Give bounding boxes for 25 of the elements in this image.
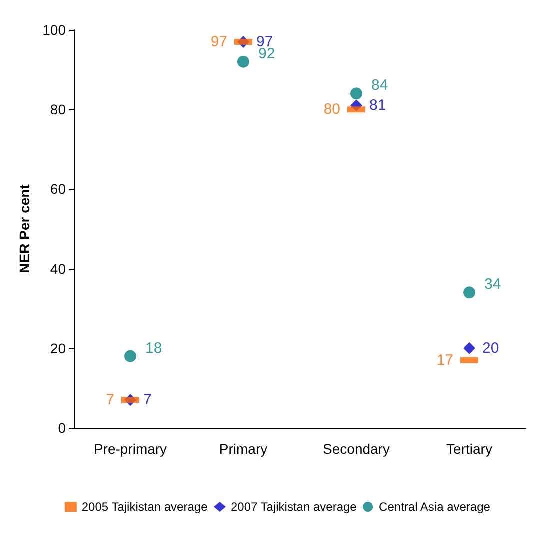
data-label: 20 [482,340,500,357]
x-tick-label: Tertiary [446,441,492,457]
data-label: 7 [106,392,114,409]
data-label: 18 [146,340,162,357]
legend-label: 2007 Tajikistan average [230,500,358,514]
data-label: 7 [144,392,152,409]
legend-label: Central Asia average [379,500,491,514]
data-label: 17 [436,352,454,369]
y-axis-title: NER Per cent [16,184,33,274]
data-label: 84 [372,77,388,94]
x-tick-label: Secondary [323,441,390,457]
y-tick-label: 80 [50,102,66,118]
data-label: 92 [258,45,276,62]
y-tick-label: 0 [58,420,66,436]
y-tick-label: 60 [50,181,66,198]
y-tick-label: 40 [50,260,66,277]
data-label: 81 [370,97,386,114]
legend-label: 2005 Tajikistan average [82,500,208,514]
y-tick-label: 20 [50,340,66,356]
data-label: 97 [210,33,228,50]
x-tick-label: Pre-primary [94,441,168,457]
data-label: 34 [484,276,502,294]
x-tick-label: Primary [219,441,268,457]
y-tick-label: 100 [42,22,66,38]
data-label: 80 [324,101,340,118]
